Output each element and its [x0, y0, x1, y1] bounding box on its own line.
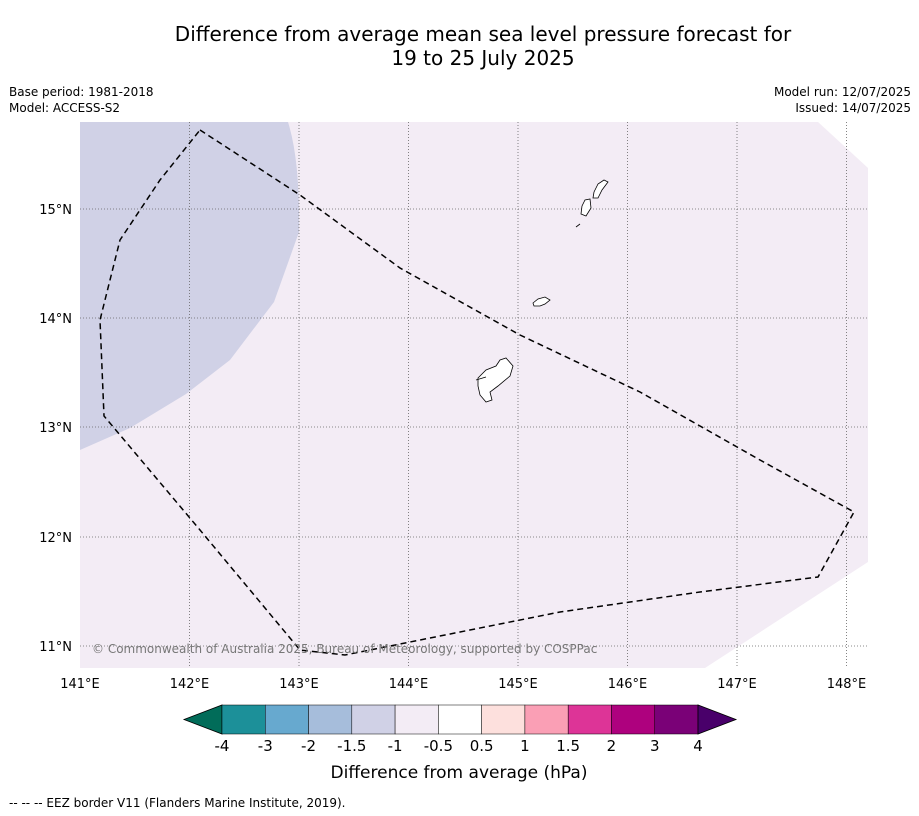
colorbar-tick-label: 1.5 — [556, 737, 580, 755]
meta-left: Base period: 1981-2018 Model: ACCESS-S2 — [9, 84, 154, 116]
latitude-labels: 15°N 14°N 13°N 12°N 11°N — [39, 203, 72, 655]
gridlines — [80, 122, 868, 668]
longitude-labels: 141°E 142°E 143°E 144°E 145°E 146°E 147°E 148°E — [60, 677, 866, 692]
longitude-label: 142°E — [170, 677, 210, 692]
colorbar-tick-label: 4 — [693, 737, 703, 755]
copyright-text: © Commonwealth of Australia 2025, Bureau… — [92, 642, 597, 656]
colorbar-segment — [654, 704, 699, 735]
island-tinian — [580, 198, 592, 217]
longitude-label: 146°E — [608, 677, 648, 692]
colorbar-segment — [221, 704, 266, 735]
colorbar-label: Difference from average (hPa) — [331, 763, 588, 783]
base-period: Base period: 1981-2018 — [9, 85, 154, 99]
longitude-label: 144°E — [389, 677, 429, 692]
colorbar-segment — [351, 704, 396, 735]
field-white-se — [705, 562, 868, 668]
colorbar-segment — [567, 704, 612, 735]
latitude-label: 15°N — [39, 203, 72, 218]
meta-right: Model run: 12/07/2025 Issued: 14/07/2025 — [774, 84, 911, 116]
latitude-label: 12°N — [39, 531, 72, 546]
issued-date: Issued: 14/07/2025 — [795, 101, 911, 115]
model-name: Model: ACCESS-S2 — [9, 101, 121, 115]
colorbar-segment — [394, 704, 439, 735]
map-panel: © Commonwealth of Australia 2025, Bureau… — [80, 122, 868, 668]
colorbar-extend-high — [697, 704, 738, 735]
colorbar-extend-low — [182, 704, 223, 735]
longitude-label: 145°E — [498, 677, 538, 692]
colorbar-tick-label: -0.5 — [424, 737, 453, 755]
longitude-label: 147°E — [717, 677, 757, 692]
longitude-label: 143°E — [279, 677, 319, 692]
latitude-label: 14°N — [39, 312, 72, 327]
island-guam-reef — [475, 376, 487, 381]
colorbar-segment — [524, 704, 569, 735]
colorbar-tick-label: -3 — [258, 737, 273, 755]
colorbar-tick-label: 1 — [520, 737, 530, 755]
colorbar-segment — [438, 704, 482, 735]
colorbar-segment — [481, 704, 526, 735]
latitude-label: 11°N — [39, 640, 72, 655]
longitude-label: 141°E — [60, 677, 100, 692]
title-line-1: Difference from average mean sea level p… — [174, 22, 792, 46]
title-line-2: 19 to 25 July 2025 — [391, 46, 575, 70]
colorbar-tick-label: -2 — [301, 737, 316, 755]
map-title: Difference from average mean sea level p… — [0, 22, 919, 70]
footer-note: -- -- -- EEZ border V11 (Flanders Marine… — [9, 796, 346, 810]
field-negative-region — [80, 122, 300, 450]
colorbar-tick-label: 2 — [607, 737, 617, 755]
model-run: Model run: 12/07/2025 — [773, 85, 911, 99]
island-rota — [532, 296, 551, 307]
longitude-label: 148°E — [827, 677, 867, 692]
colorbar: -4 -3 -2 -1.5 -1 -0.5 0.5 1 1.5 2 3 4 — [182, 704, 738, 755]
colorbar-tick-label: -4 — [215, 737, 230, 755]
colorbar-tick-label: -1.5 — [337, 737, 366, 755]
colorbar-segment — [265, 704, 309, 735]
colorbar-tick-label: 0.5 — [470, 737, 494, 755]
latitude-label: 13°N — [39, 421, 72, 436]
colorbar-tick-label: -1 — [388, 737, 403, 755]
eez-border — [99, 129, 856, 656]
island-saipan — [592, 179, 609, 199]
colorbar-segment — [308, 704, 353, 735]
island-guam — [477, 357, 514, 403]
field-white-ne — [818, 122, 868, 168]
island-aguijan — [575, 223, 581, 228]
colorbar-segment — [611, 704, 655, 735]
colorbar-tick-label: 3 — [650, 737, 660, 755]
